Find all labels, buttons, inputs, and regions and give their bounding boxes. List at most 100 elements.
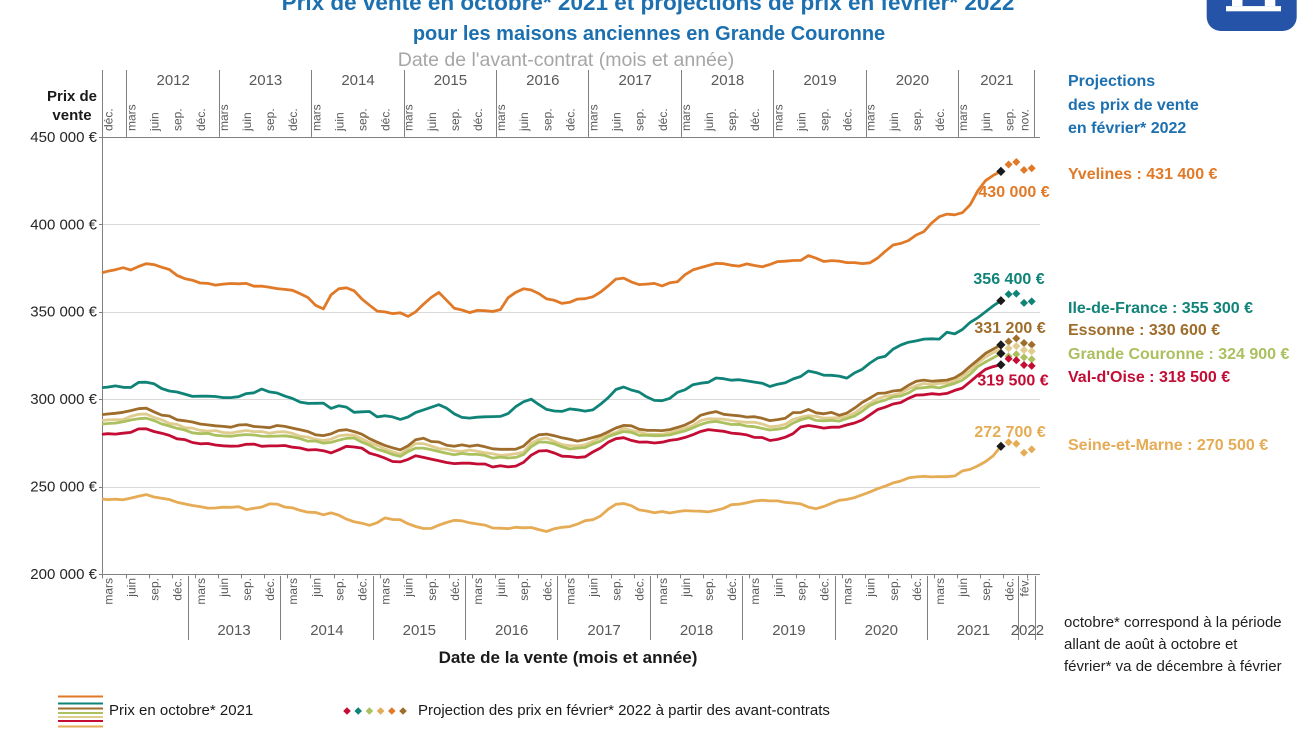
svg-text:déc.: déc. [1002,578,1016,601]
svg-text:sep.: sep. [725,108,739,131]
svg-text:déc.: déc. [910,578,924,601]
svg-text:sep.: sep. [332,578,346,601]
svg-text:mars: mars [286,578,300,605]
svg-text:Prix de vente en octobre* 2021: Prix de vente en octobre* 2021 et projec… [282,0,1015,15]
svg-text:mars: mars [841,578,855,605]
svg-text:déc.: déc. [563,108,577,131]
svg-text:mars: mars [656,578,670,605]
svg-text:déc.: déc. [356,578,370,601]
svg-text:mars: mars [563,578,577,605]
svg-text:2014: 2014 [341,72,374,89]
svg-text:2020: 2020 [896,72,929,89]
svg-text:vente: vente [52,107,91,124]
svg-text:2021: 2021 [957,622,990,639]
svg-text:déc.: déc. [448,578,462,601]
svg-text:juin: juin [610,112,624,132]
svg-text:juin: juin [125,578,139,598]
svg-text:fév.: fév. [1018,578,1032,596]
svg-text:déc.: déc. [379,108,393,131]
svg-text:février* va de décembre à févr: février* va de décembre à février [1064,658,1282,675]
svg-text:272 700 €: 272 700 € [974,424,1045,441]
svg-text:Prix en octobre* 2021: Prix en octobre* 2021 [109,702,253,719]
svg-text:2017: 2017 [619,72,652,89]
svg-text:juin: juin [702,112,716,132]
svg-text:déc.: déc. [471,108,485,131]
svg-text:mars: mars [194,578,208,605]
svg-text:juin: juin [332,112,346,132]
svg-text:sep.: sep. [818,108,832,131]
svg-text:mars: mars [864,104,878,131]
svg-text:juin: juin [517,112,531,132]
svg-text:mars: mars [101,578,115,605]
svg-text:sep.: sep. [148,578,162,601]
svg-text:Date de l'avant-contrat (mois: Date de l'avant-contrat (mois et année) [398,49,734,71]
svg-text:2016: 2016 [495,622,528,639]
svg-text:sep.: sep. [794,578,808,601]
svg-text:pour les maisons anciennes en: pour les maisons anciennes en Grande Cou… [413,23,885,45]
svg-text:sep.: sep. [910,108,924,131]
svg-text:319 500 €: 319 500 € [977,373,1048,390]
svg-text:allant de août à octobre et: allant de août à octobre et [1064,636,1238,653]
svg-text:2019: 2019 [772,622,805,639]
svg-text:déc.: déc. [633,578,647,601]
svg-text:Projections: Projections [1068,73,1155,90]
svg-text:sep.: sep. [633,108,647,131]
svg-text:juin: juin [979,112,993,132]
svg-text:2016: 2016 [526,72,559,89]
svg-text:mars: mars [379,578,393,605]
svg-text:déc.: déc. [748,108,762,131]
svg-text:Essonne : 330 600 €: Essonne : 330 600 € [1068,322,1220,339]
svg-text:mars: mars [771,104,785,131]
svg-text:400 000 €: 400 000 € [30,216,97,233]
svg-text:déc.: déc. [194,108,208,131]
svg-text:sep.: sep. [263,108,277,131]
svg-text:juin: juin [887,112,901,132]
svg-text:2017: 2017 [587,622,620,639]
svg-text:déc.: déc. [725,578,739,601]
svg-text:331 200 €: 331 200 € [974,320,1045,337]
svg-text:sep.: sep. [1002,108,1016,131]
svg-text:octobre* correspond à la pério: octobre* correspond à la période [1064,614,1282,631]
svg-text:2012: 2012 [157,72,190,89]
svg-text:sep.: sep. [979,578,993,601]
svg-text:2018: 2018 [680,622,713,639]
svg-text:juin: juin [148,112,162,132]
svg-text:nov.: nov. [1018,109,1032,131]
svg-text:Seine-et-Marne : 270 500 €: Seine-et-Marne : 270 500 € [1068,437,1268,454]
svg-text:Yvelines : 431 400 €: Yvelines : 431 400 € [1068,166,1218,183]
svg-text:juin: juin [587,578,601,598]
svg-text:mars: mars [309,104,323,131]
svg-text:juin: juin [679,578,693,598]
svg-text:juin: juin [217,578,231,598]
svg-text:2014: 2014 [310,622,343,639]
svg-text:mars: mars [217,104,231,131]
svg-text:430 000 €: 430 000 € [978,184,1049,201]
svg-text:déc.: déc. [101,108,115,131]
svg-text:des prix de vente: des prix de vente [1068,97,1199,114]
svg-text:2015: 2015 [434,72,467,89]
svg-text:Grande Couronne : 324 900 €: Grande Couronne : 324 900 € [1068,346,1290,363]
svg-text:2020: 2020 [865,622,898,639]
svg-text:mars: mars [748,578,762,605]
svg-text:mars: mars [402,104,416,131]
svg-text:2015: 2015 [403,622,436,639]
svg-text:2018: 2018 [711,72,744,89]
svg-text:356 400 €: 356 400 € [973,271,1044,288]
svg-text:2013: 2013 [249,72,282,89]
svg-text:mars: mars [933,578,947,605]
svg-text:200 000 €: 200 000 € [30,566,97,583]
svg-text:déc.: déc. [818,578,832,601]
svg-text:2022: 2022 [1011,622,1044,639]
svg-text:sep.: sep. [610,578,624,601]
svg-text:déc.: déc. [841,108,855,131]
svg-text:en février* 2022: en février* 2022 [1068,120,1186,137]
svg-text:mars: mars [471,578,485,605]
svg-text:juin: juin [494,578,508,598]
svg-text:Prix de: Prix de [47,88,97,105]
svg-text:déc.: déc. [656,108,670,131]
svg-text:déc.: déc. [171,578,185,601]
svg-text:mars: mars [956,104,970,131]
svg-text:sep.: sep. [448,108,462,131]
svg-text:mars: mars [125,104,139,131]
svg-text:déc.: déc. [286,108,300,131]
